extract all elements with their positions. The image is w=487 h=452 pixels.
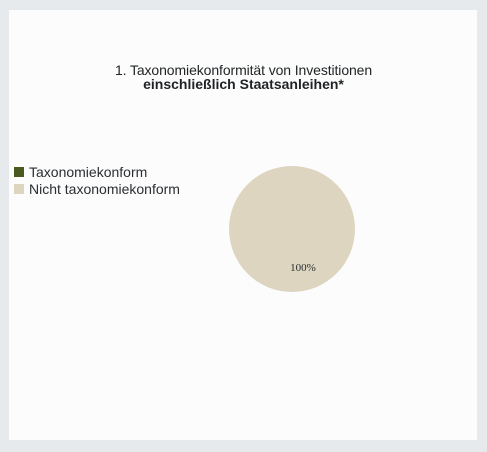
chart-title: 1. Taxonomiekonformität von Investitione… (114, 62, 373, 78)
chart-legend: Taxonomiekonform Nicht taxonomiekonform (14, 164, 180, 198)
legend-label-taxonomiekonform: Taxonomiekonform (29, 164, 148, 180)
pie-slices (229, 166, 355, 292)
pie-labels: 100% (290, 262, 316, 274)
legend-swatch-nicht-taxonomiekonform (14, 184, 24, 194)
pie-slice-nicht-taxonomiekonform (229, 166, 355, 292)
legend-label-nicht-taxonomiekonform: Nicht taxonomiekonform (29, 181, 180, 197)
legend-item-nicht-taxonomiekonform: Nicht taxonomiekonform (14, 181, 180, 197)
chart-title-block: 1. Taxonomiekonformität von Investitione… (0, 63, 487, 91)
chart-subtitle: einschließlich Staatsanleihen* (143, 76, 344, 92)
slice-label-nicht-taxonomiekonform: 100% (290, 262, 316, 274)
legend-item-taxonomiekonform: Taxonomiekonform (14, 164, 180, 180)
legend-swatch-taxonomiekonform (14, 167, 24, 177)
